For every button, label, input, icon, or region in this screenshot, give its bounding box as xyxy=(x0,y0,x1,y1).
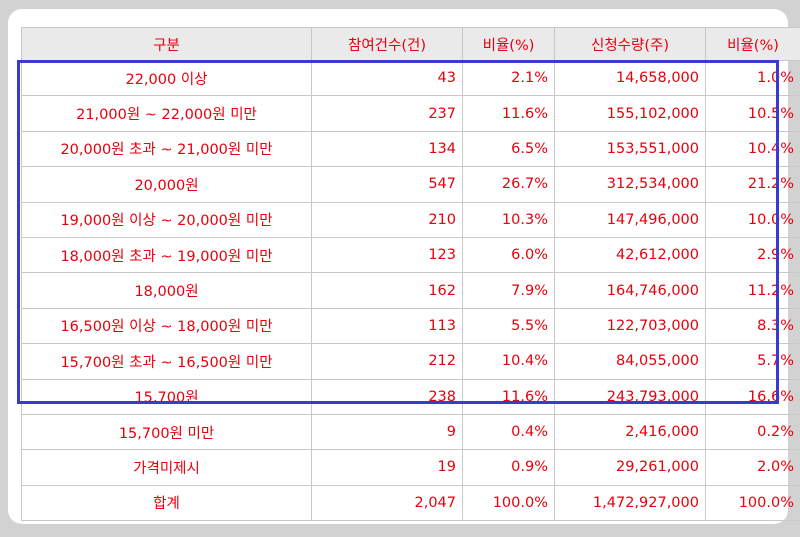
cell-requested-quantity: 243,793,000 xyxy=(554,378,706,415)
cell-category: 합계 xyxy=(21,484,312,522)
cell-category: 15,700원 초과 ~ 16,500원 미만 xyxy=(21,343,312,380)
cell-quantity-ratio: 16.6% xyxy=(705,378,800,415)
cell-category: 20,000원 xyxy=(21,166,312,203)
cell-participation-count: 547 xyxy=(311,166,463,203)
cell-participation-count: 162 xyxy=(311,272,463,309)
cell-participation-ratio: 6.5% xyxy=(462,130,555,168)
table-row: 21,000원 ~ 22,000원 미만 237 11.6% 155,102,000 1… xyxy=(21,95,800,132)
cell-participation-ratio: 100.0% xyxy=(462,484,555,522)
cell-quantity-ratio: 10.4% xyxy=(705,130,800,168)
cell-category: 22,000 이상 xyxy=(21,59,312,97)
header-quantity-ratio: 비율(%) xyxy=(705,27,800,61)
cell-category: 18,000원 초과 ~ 19,000원 미만 xyxy=(21,236,312,274)
table-row: 20,000원 547 26.7% 312,534,000 21.2% xyxy=(21,166,800,203)
cell-participation-count: 19 xyxy=(311,449,463,486)
cell-participation-count: 238 xyxy=(311,378,463,415)
cell-requested-quantity: 84,055,000 xyxy=(554,343,706,380)
cell-participation-count: 9 xyxy=(311,413,463,451)
cell-requested-quantity: 312,534,000 xyxy=(554,166,706,203)
cell-requested-quantity: 147,496,000 xyxy=(554,201,706,238)
cell-category: 18,000원 xyxy=(21,272,312,309)
cell-participation-count: 210 xyxy=(311,201,463,238)
table-row: 15,700원 미만 9 0.4% 2,416,000 0.2% xyxy=(21,413,800,451)
cell-participation-count: 43 xyxy=(311,59,463,97)
cell-quantity-ratio: 8.3% xyxy=(705,307,800,345)
cell-requested-quantity: 1,472,927,000 xyxy=(554,484,706,522)
table-row: 16,500원 이상 ~ 18,000원 미만 113 5.5% 122,703,00… xyxy=(21,307,800,345)
cell-participation-ratio: 0.9% xyxy=(462,449,555,486)
cell-participation-count: 123 xyxy=(311,236,463,274)
cell-quantity-ratio: 2.0% xyxy=(705,449,800,486)
table-row: 가격미제시 19 0.9% 29,261,000 2.0% xyxy=(21,449,800,486)
cell-requested-quantity: 2,416,000 xyxy=(554,413,706,451)
header-participation-count: 참여건수(건) xyxy=(311,27,463,61)
cell-participation-count: 237 xyxy=(311,95,463,132)
header-category: 구분 xyxy=(21,27,312,61)
cell-requested-quantity: 164,746,000 xyxy=(554,272,706,309)
cell-quantity-ratio: 21.2% xyxy=(705,166,800,203)
cell-participation-ratio: 11.6% xyxy=(462,378,555,415)
cell-category: 15,700원 미만 xyxy=(21,413,312,451)
header-participation-ratio: 비율(%) xyxy=(462,27,555,61)
header-requested-quantity: 신청수량(주) xyxy=(554,27,706,61)
cell-requested-quantity: 153,551,000 xyxy=(554,130,706,168)
cell-participation-count: 2,047 xyxy=(311,484,463,522)
table-row: 18,000원 162 7.9% 164,746,000 11.2% xyxy=(21,272,800,309)
cell-participation-ratio: 7.9% xyxy=(462,272,555,309)
table-row: 15,700원 초과 ~ 16,500원 미만 212 10.4% 84,055,00… xyxy=(21,343,800,380)
cell-quantity-ratio: 2.9% xyxy=(705,236,800,274)
table-row: 22,000 이상 43 2.1% 14,658,000 1.0% xyxy=(21,59,800,97)
cell-participation-count: 212 xyxy=(311,343,463,380)
cell-participation-ratio: 5.5% xyxy=(462,307,555,345)
cell-category: 16,500원 이상 ~ 18,000원 미만 xyxy=(21,307,312,345)
cell-participation-ratio: 6.0% xyxy=(462,236,555,274)
table-row: 합계 2,047 100.0% 1,472,927,000 100.0% xyxy=(21,484,800,522)
cell-category: 21,000원 ~ 22,000원 미만 xyxy=(21,95,312,132)
cell-quantity-ratio: 11.2% xyxy=(705,272,800,309)
table-row: 18,000원 초과 ~ 19,000원 미만 123 6.0% 42,612,000… xyxy=(21,236,800,274)
table-header-row: 구분 참여건수(건) 비율(%) 신청수량(주) 비율(%) xyxy=(21,27,800,61)
table-row: 15,700원 238 11.6% 243,793,000 16.6% xyxy=(21,378,800,415)
cell-quantity-ratio: 100.0% xyxy=(705,484,800,522)
cell-quantity-ratio: 1.0% xyxy=(705,59,800,97)
cell-participation-ratio: 10.3% xyxy=(462,201,555,238)
cell-participation-ratio: 10.4% xyxy=(462,343,555,380)
cell-participation-ratio: 2.1% xyxy=(462,59,555,97)
cell-category: 15,700원 xyxy=(21,378,312,415)
cell-quantity-ratio: 0.2% xyxy=(705,413,800,451)
cell-participation-count: 134 xyxy=(311,130,463,168)
cell-requested-quantity: 29,261,000 xyxy=(554,449,706,486)
cell-quantity-ratio: 5.7% xyxy=(705,343,800,380)
cell-participation-ratio: 26.7% xyxy=(462,166,555,203)
cell-requested-quantity: 122,703,000 xyxy=(554,307,706,345)
table-row: 19,000원 이상 ~ 20,000원 미만 210 10.3% 147,496,0… xyxy=(21,201,800,238)
cell-requested-quantity: 42,612,000 xyxy=(554,236,706,274)
cell-requested-quantity: 155,102,000 xyxy=(554,95,706,132)
table-row: 20,000원 초과 ~ 21,000원 미만 134 6.5% 153,551,00… xyxy=(21,130,800,168)
bid-distribution-table: 구분 참여건수(건) 비율(%) 신청수량(주) 비율(%) 22,000 이상… xyxy=(21,27,800,522)
cell-participation-ratio: 11.6% xyxy=(462,95,555,132)
cell-category: 20,000원 초과 ~ 21,000원 미만 xyxy=(21,130,312,168)
cell-category: 가격미제시 xyxy=(21,449,312,486)
cell-requested-quantity: 14,658,000 xyxy=(554,59,706,97)
cell-participation-count: 113 xyxy=(311,307,463,345)
cell-participation-ratio: 0.4% xyxy=(462,413,555,451)
cell-quantity-ratio: 10.0% xyxy=(705,201,800,238)
cell-quantity-ratio: 10.5% xyxy=(705,95,800,132)
cell-category: 19,000원 이상 ~ 20,000원 미만 xyxy=(21,201,312,238)
